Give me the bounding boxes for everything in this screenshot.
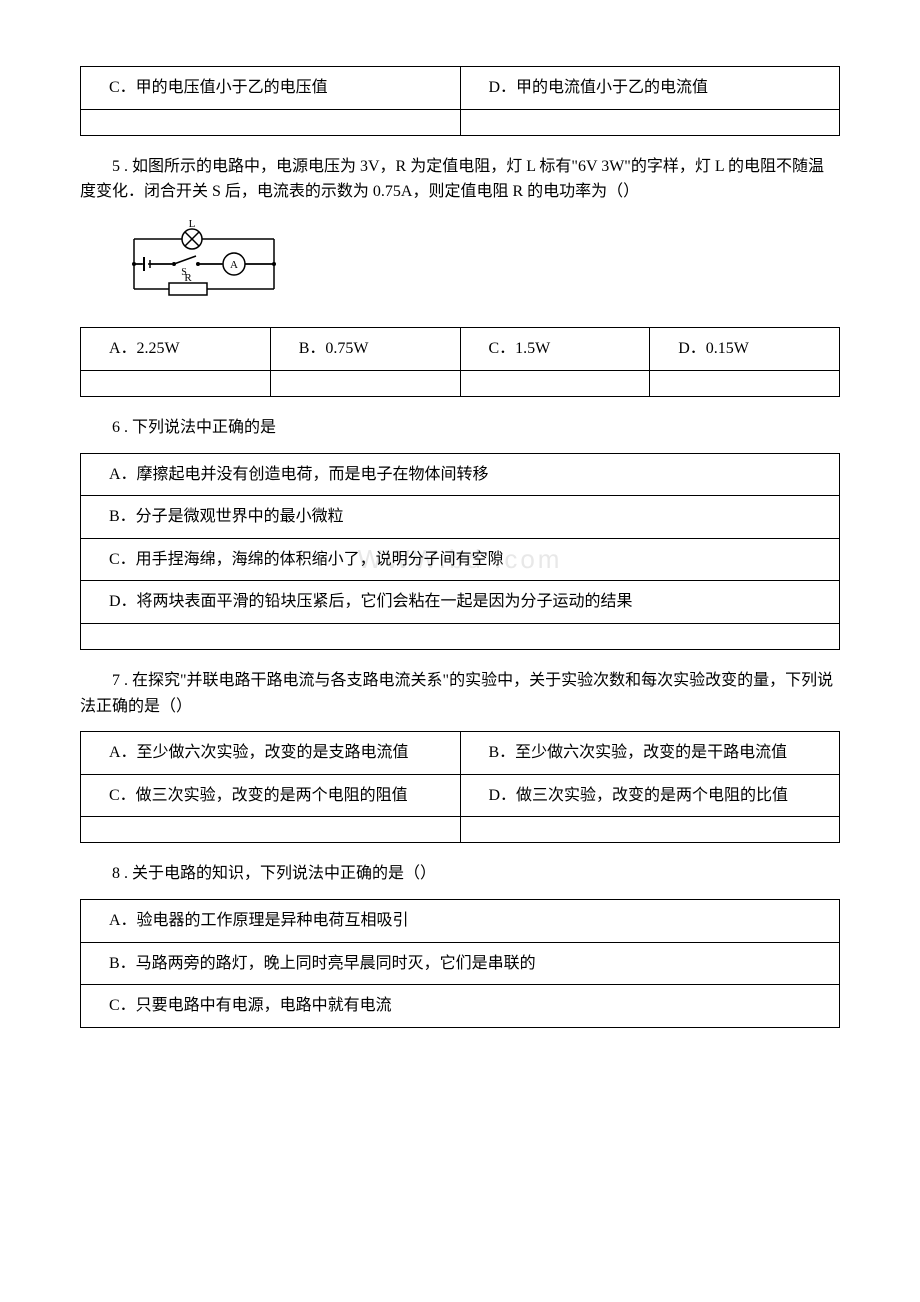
q4-option-c: C．甲的电压值小于乙的电压值 (81, 67, 461, 110)
q4-option-d: D．甲的电流值小于乙的电流值 (460, 67, 840, 110)
q7-option-c: C．做三次实验，改变的是两个电阻的阻值 (81, 774, 461, 817)
empty-cell (81, 109, 461, 135)
q7-option-b: B．至少做六次实验，改变的是干路电流值 (460, 732, 840, 775)
q7-option-a: A．至少做六次实验，改变的是支路电流值 (81, 732, 461, 775)
q4-options-table: C．甲的电压值小于乙的电压值 D．甲的电流值小于乙的电流值 (80, 66, 840, 136)
q6-option-b: B．分子是微观世界中的最小微粒 (81, 496, 840, 539)
q5-option-c: C．1.5W (460, 328, 650, 371)
q6-option-d: D．将两块表面平滑的铅块压紧后，它们会粘在一起是因为分子运动的结果 (81, 581, 840, 624)
q6-option-c-text: C．用手捏海绵，海绵的体积缩小了，说明分子间有空隙 (109, 551, 504, 568)
empty-cell (650, 370, 840, 396)
q7-option-d: D．做三次实验，改变的是两个电阻的比值 (460, 774, 840, 817)
circuit-diagram: L S A R (114, 219, 840, 318)
q5-options-table: A．2.25W B．0.75W C．1.5W D．0.15W (80, 327, 840, 397)
empty-cell (270, 370, 460, 396)
q8-options-table: A．验电器的工作原理是异种电荷互相吸引 B．马路两旁的路灯，晚上同时亮早晨同时灭… (80, 899, 840, 1028)
q5-text: 5 . 如图所示的电路中，电源电压为 3V，R 为定值电阻，灯 L 标有"6V … (80, 154, 840, 205)
empty-cell (81, 370, 271, 396)
q8-option-a: A．验电器的工作原理是异种电荷互相吸引 (81, 899, 840, 942)
q8-option-c: C．只要电路中有电源，电路中就有电流 (81, 985, 840, 1028)
empty-cell (81, 817, 461, 843)
q6-options-table: A．摩擦起电并没有创造电荷，而是电子在物体间转移 B．分子是微观世界中的最小微粒… (80, 453, 840, 650)
q5-option-a: A．2.25W (81, 328, 271, 371)
empty-cell (460, 370, 650, 396)
label-a: A (230, 259, 238, 271)
q8-text: 8 . 关于电路的知识，下列说法中正确的是（） (80, 861, 840, 887)
empty-cell (460, 817, 840, 843)
label-r: R (184, 272, 192, 284)
label-l: L (189, 219, 196, 230)
q8-option-b: B．马路两旁的路灯，晚上同时亮早晨同时灭，它们是串联的 (81, 942, 840, 985)
q7-text: 7 . 在探究"并联电路干路电流与各支路电流关系"的实验中，关于实验次数和每次实… (80, 668, 840, 719)
q6-option-c: WWW.bd .com C．用手捏海绵，海绵的体积缩小了，说明分子间有空隙 (81, 538, 840, 581)
empty-cell (460, 109, 840, 135)
q5-option-b: B．0.75W (270, 328, 460, 371)
q5-option-d: D．0.15W (650, 328, 840, 371)
empty-cell (81, 623, 840, 649)
q6-text: 6 . 下列说法中正确的是 (80, 415, 840, 441)
q7-options-table: A．至少做六次实验，改变的是支路电流值 B．至少做六次实验，改变的是干路电流值 … (80, 731, 840, 843)
q6-option-a: A．摩擦起电并没有创造电荷，而是电子在物体间转移 (81, 453, 840, 496)
